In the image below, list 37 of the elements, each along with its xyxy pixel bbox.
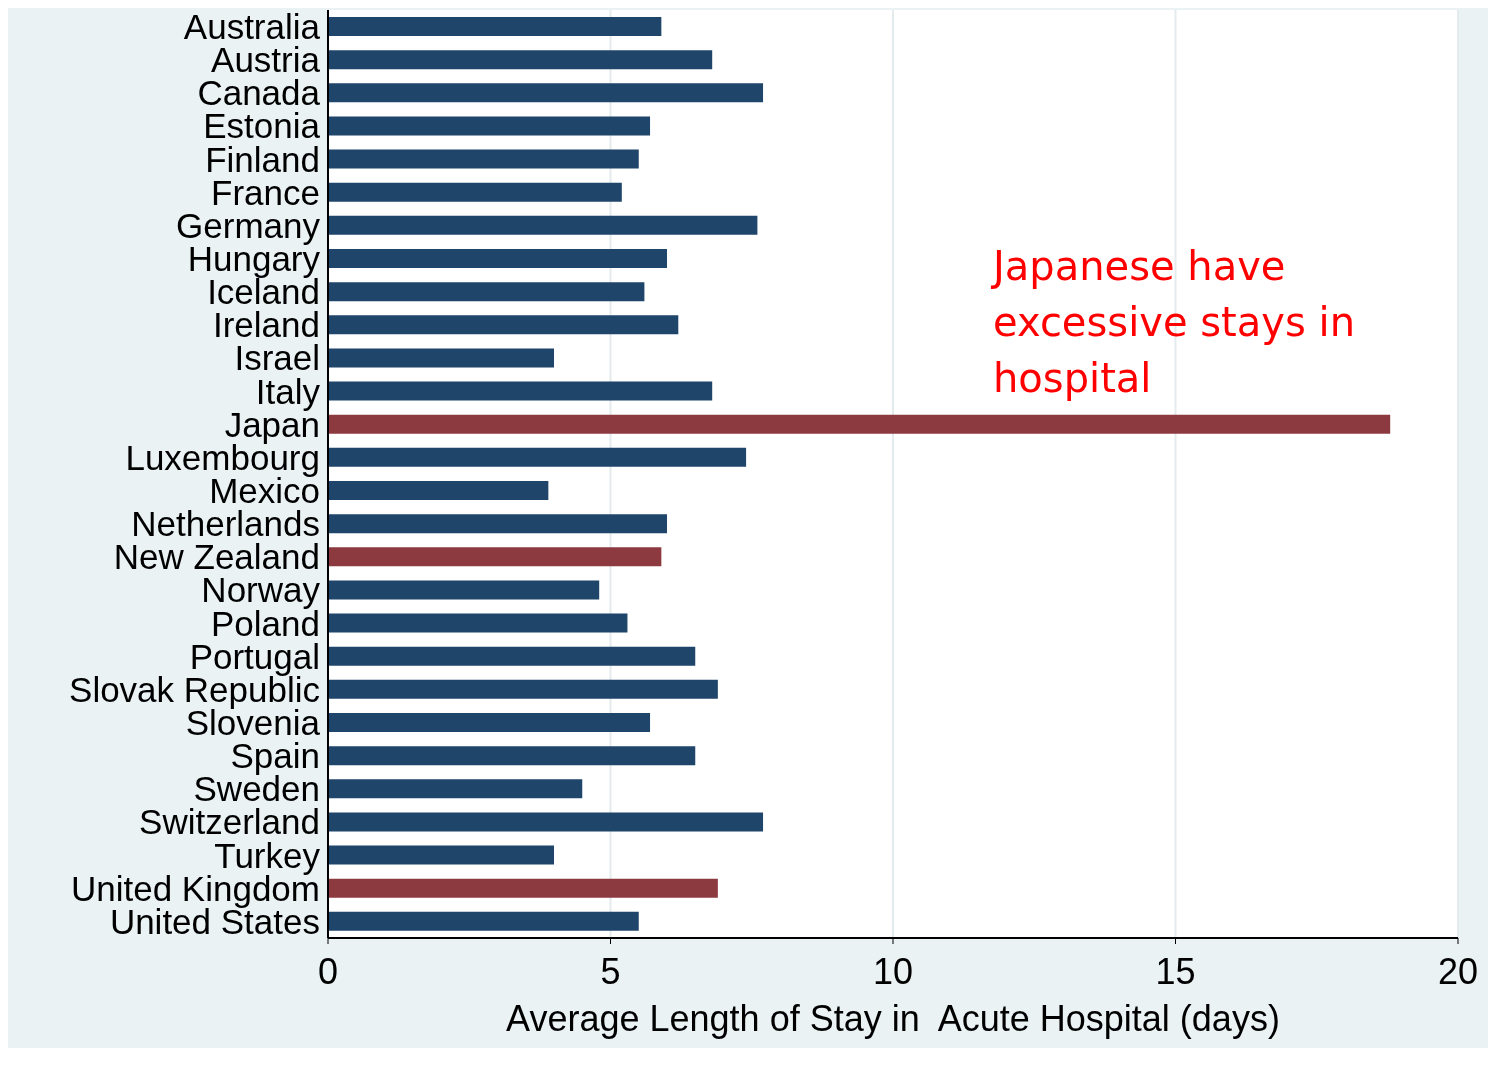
bar [328, 713, 651, 732]
bar [328, 116, 651, 136]
y-tick-label: Switzerland [139, 802, 320, 842]
bar [328, 149, 639, 169]
bar [328, 646, 696, 666]
bar [328, 249, 667, 268]
x-tick-label: 5 [600, 950, 621, 992]
bar [328, 746, 696, 766]
y-tick-label: Spain [230, 736, 320, 776]
bar [328, 282, 645, 302]
x-tick-label: 0 [317, 950, 339, 992]
bar [328, 779, 583, 799]
bar [328, 447, 747, 467]
bar [328, 50, 713, 70]
bar [328, 381, 713, 401]
bar [328, 911, 639, 931]
bar [328, 481, 549, 500]
annotation: Japanese have excessive stays in hospital [993, 242, 1356, 403]
bar [328, 580, 600, 600]
bar [328, 547, 662, 567]
bar [328, 414, 1391, 434]
bar [328, 83, 764, 103]
x-tick-label: 20 [1437, 950, 1479, 992]
bar [328, 812, 764, 832]
bar [328, 182, 622, 202]
x-tick-label: 10 [872, 950, 914, 992]
bar [328, 878, 718, 898]
bar [328, 679, 718, 699]
bar [328, 613, 628, 633]
bar [328, 215, 758, 235]
x-axis-title: Average Length of Stay in Acute Hospital (days) [505, 998, 1281, 1040]
x-tick-label: 15 [1155, 950, 1196, 992]
bar [328, 17, 662, 36]
bar [328, 514, 667, 534]
bar [328, 315, 679, 335]
bar [328, 845, 554, 865]
bar [328, 348, 554, 368]
